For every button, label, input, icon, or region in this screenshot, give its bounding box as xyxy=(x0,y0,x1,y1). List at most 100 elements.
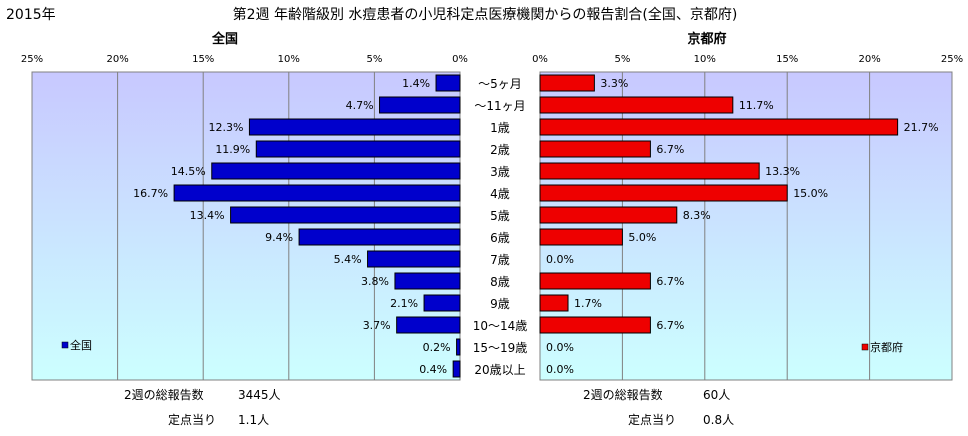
category-label: 4歳 xyxy=(490,187,510,201)
kyoto-total-label: 2週の総報告数 xyxy=(583,387,663,402)
data-label-kyoto: 13.3% xyxy=(765,165,800,178)
data-label-national: 5.4% xyxy=(334,253,362,266)
x-tick-label-national: 0% xyxy=(452,54,468,65)
data-label-kyoto: 11.7% xyxy=(739,99,774,112)
category-label: 2歳 xyxy=(490,143,510,157)
category-label: 3歳 xyxy=(490,165,510,179)
data-label-national: 16.7% xyxy=(133,187,168,200)
kyoto-total-value: 60人 xyxy=(703,388,730,402)
x-tick-label-national: 10% xyxy=(278,54,300,65)
x-tick-label-kyoto: 15% xyxy=(776,54,798,65)
data-label-national: 9.4% xyxy=(265,231,293,244)
x-tick-label-national: 25% xyxy=(21,54,43,65)
year-label: 2015年 xyxy=(6,7,56,23)
bar-kyoto xyxy=(539,272,651,290)
category-label: 10～14歳 xyxy=(473,319,528,333)
bar-kyoto xyxy=(539,162,760,180)
panel-title-kyoto: 京都府 xyxy=(687,31,726,47)
legend-national: 全国 xyxy=(61,338,92,352)
data-label-national: 2.1% xyxy=(390,297,418,310)
bar-national xyxy=(298,228,461,246)
bar-national xyxy=(379,96,461,114)
x-tick-label-national: 20% xyxy=(106,54,128,65)
data-label-kyoto: 21.7% xyxy=(904,121,939,134)
category-label: 9歳 xyxy=(490,297,510,311)
data-label-kyoto: 5.0% xyxy=(628,231,656,244)
x-tick-label-kyoto: 20% xyxy=(858,54,880,65)
chart-title: 第2週 年齢階級別 水痘患者の小児科定点医療機関からの報告割合(全国、京都府) xyxy=(233,6,738,23)
bar-kyoto xyxy=(539,118,899,136)
plot-area-kyoto xyxy=(539,71,953,381)
bar-national xyxy=(435,74,461,92)
bar-national xyxy=(367,250,461,268)
bar-national xyxy=(211,162,461,180)
bar-national xyxy=(230,206,461,224)
bar-national xyxy=(456,338,461,356)
data-label-national: 12.3% xyxy=(208,121,243,134)
national-per-value: 1.1人 xyxy=(238,413,269,427)
category-label: 6歳 xyxy=(490,231,510,245)
x-tick-label-kyoto: 5% xyxy=(614,54,630,65)
x-tick-label-kyoto: 25% xyxy=(941,54,963,65)
bar-national xyxy=(173,184,461,202)
category-label: ～5ヶ月 xyxy=(478,77,522,91)
plot-area-national xyxy=(31,71,461,381)
kyoto-per-value: 0.8人 xyxy=(703,413,734,427)
national-per-label: 定点当り xyxy=(168,412,216,427)
x-tick-label-national: 5% xyxy=(366,54,382,65)
bar-kyoto xyxy=(539,140,651,158)
bar-national xyxy=(423,294,461,312)
data-label-national: 3.8% xyxy=(361,275,389,288)
data-label-kyoto: 3.3% xyxy=(600,77,628,90)
legend-kyoto: 京都府 xyxy=(861,340,903,354)
data-label-kyoto: 6.7% xyxy=(656,143,684,156)
legend-swatch-national xyxy=(61,341,69,349)
category-label: 5歳 xyxy=(490,209,510,223)
data-label-kyoto: 6.7% xyxy=(656,275,684,288)
panel-title-national: 全国 xyxy=(211,31,238,47)
category-label: ～11ヶ月 xyxy=(474,99,525,113)
data-label-kyoto: 8.3% xyxy=(683,209,711,222)
bar-national xyxy=(396,316,461,334)
data-label-national: 14.5% xyxy=(171,165,206,178)
data-label-national: 4.7% xyxy=(346,99,374,112)
category-label: 1歳 xyxy=(490,121,510,135)
bar-national xyxy=(248,118,461,136)
legend-label-national: 全国 xyxy=(70,338,92,352)
bar-kyoto xyxy=(539,96,734,114)
bar-national xyxy=(255,140,461,158)
data-label-kyoto: 0.0% xyxy=(546,341,574,354)
kyoto-per-label: 定点当り xyxy=(628,412,676,427)
bar-kyoto xyxy=(539,184,788,202)
bar-kyoto xyxy=(539,316,651,334)
data-label-national: 0.4% xyxy=(419,363,447,376)
x-tick-label-national: 15% xyxy=(192,54,214,65)
data-label-kyoto: 1.7% xyxy=(574,297,602,310)
legend-swatch-kyoto xyxy=(861,343,869,351)
x-tick-label-kyoto: 10% xyxy=(694,54,716,65)
bar-kyoto xyxy=(539,228,623,246)
data-label-national: 11.9% xyxy=(215,143,250,156)
legend-label-kyoto: 京都府 xyxy=(870,340,903,354)
category-label: 7歳 xyxy=(490,253,510,267)
category-label: 15～19歳 xyxy=(473,341,528,355)
bar-kyoto xyxy=(539,294,569,312)
data-label-kyoto: 15.0% xyxy=(793,187,828,200)
category-label: 8歳 xyxy=(490,275,510,289)
bar-kyoto xyxy=(539,206,678,224)
category-label: 20歳以上 xyxy=(474,363,525,377)
data-label-national: 13.4% xyxy=(190,209,225,222)
data-label-kyoto: 0.0% xyxy=(546,363,574,376)
bar-national xyxy=(452,360,461,378)
x-tick-label-kyoto: 0% xyxy=(532,54,548,65)
national-total-label: 2週の総報告数 xyxy=(124,387,204,402)
data-label-national: 1.4% xyxy=(402,77,430,90)
data-label-kyoto: 6.7% xyxy=(656,319,684,332)
data-label-kyoto: 0.0% xyxy=(546,253,574,266)
data-label-national: 0.2% xyxy=(423,341,451,354)
bar-national xyxy=(394,272,461,290)
national-total-value: 3445人 xyxy=(238,388,281,402)
bar-kyoto xyxy=(539,74,595,92)
